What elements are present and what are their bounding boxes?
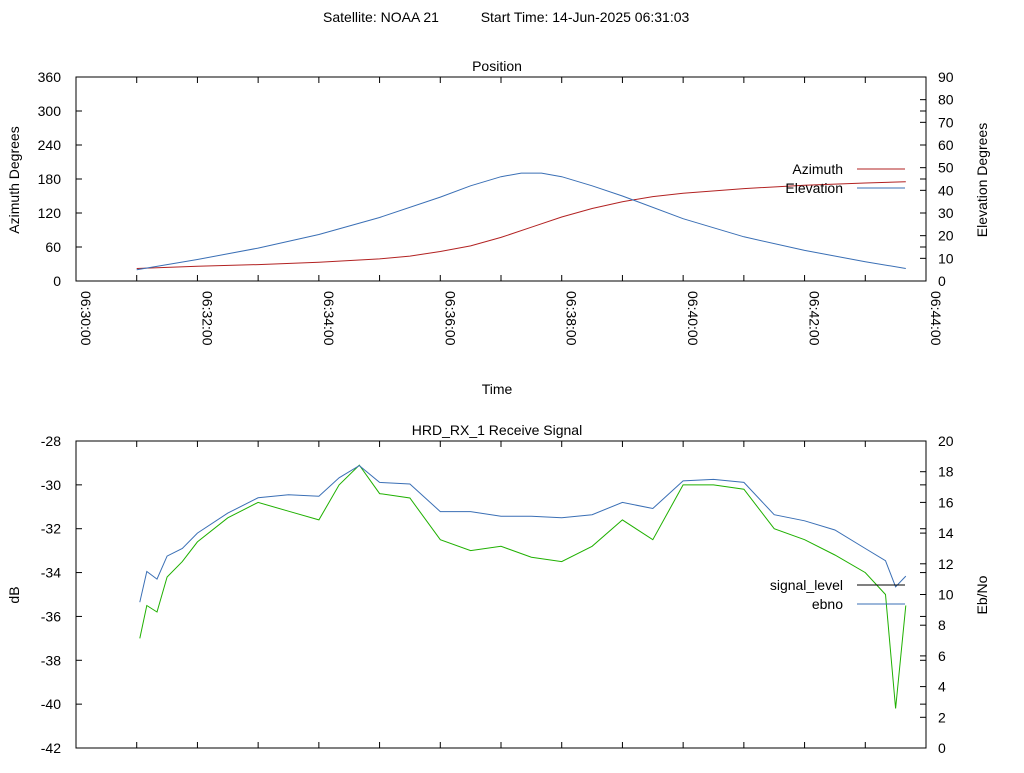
- series-line-ebno: [139, 464, 907, 603]
- y-right-tick-label: 0: [938, 273, 946, 289]
- y-left-tick-label: 120: [38, 205, 62, 221]
- x-tick-label: 06:34:00: [321, 291, 337, 346]
- satellite-label: Satellite: NOAA 21: [323, 9, 439, 25]
- x-tick-label: 06:32:00: [199, 291, 215, 346]
- y-right-tick-label: 70: [938, 114, 954, 130]
- signal-chart: HRD_RX_1 Receive Signal -28-30-32-34-36-…: [6, 422, 990, 756]
- position-chart: Position 0 60 120 180 240 300 360 0 10 20 30 40 50 6…: [6, 58, 990, 397]
- y-left-tick-label: 60: [45, 239, 61, 255]
- signal-plot-frame: [75, 440, 927, 749]
- y-left-tick-label: -32: [41, 521, 61, 537]
- y-right-tick-label: 2: [938, 709, 946, 725]
- signal-legend: signal_level ebno: [770, 577, 905, 612]
- position-title: Position: [472, 58, 522, 74]
- signal-y-right-label: Eb/No: [974, 575, 990, 614]
- position-y-right-ticks: 0 10 20 30 40 50 60 70 80 90: [920, 69, 954, 289]
- x-tick-label: 06:38:00: [564, 291, 580, 346]
- y-left-tick-label: 180: [38, 171, 62, 187]
- y-right-tick-label: 6: [938, 648, 946, 664]
- x-tick-label: 06:40:00: [685, 291, 701, 346]
- position-legend: Azimuth Elevation: [785, 161, 905, 196]
- y-right-tick-label: 60: [938, 137, 954, 153]
- y-right-tick-label: 16: [938, 494, 954, 510]
- y-left-tick-label: -38: [41, 652, 61, 668]
- signal-series: [139, 464, 907, 709]
- y-right-tick-label: 50: [938, 160, 954, 176]
- position-y-left-label: Azimuth Degrees: [6, 126, 22, 233]
- start-time-label: Start Time: 14-Jun-2025 06:31:03: [481, 9, 690, 25]
- y-right-tick-label: 40: [938, 182, 954, 198]
- legend-ebno-label: ebno: [812, 596, 843, 612]
- series-line-signal-level: [139, 464, 907, 709]
- legend-signal-level-label: signal_level: [770, 577, 843, 593]
- y-right-tick-label: 10: [938, 250, 954, 266]
- position-series: [136, 172, 906, 271]
- signal-y-left-label: dB: [6, 586, 22, 603]
- y-left-tick-label: 0: [53, 273, 61, 289]
- legend-elevation-label: Elevation: [785, 180, 843, 196]
- y-left-tick-label: 300: [38, 103, 62, 119]
- y-left-tick-label: 240: [38, 137, 62, 153]
- y-right-tick-label: 20: [938, 228, 954, 244]
- signal-y-right-ticks: 0 2 4 6 8 10 12 14 16 18 20: [920, 433, 954, 756]
- x-tick-label: 06:36:00: [442, 291, 458, 346]
- y-right-tick-label: 18: [938, 464, 954, 480]
- y-left-tick-label: -28: [41, 433, 61, 449]
- y-left-tick-label: -36: [41, 608, 61, 624]
- y-right-tick-label: 4: [938, 679, 946, 695]
- y-right-tick-label: 0: [938, 740, 946, 756]
- position-plot-frame: [75, 76, 927, 282]
- y-right-tick-label: 8: [938, 617, 946, 633]
- y-left-tick-label: -42: [41, 740, 61, 756]
- series-line-elevation: [136, 172, 906, 271]
- y-right-tick-label: 14: [938, 525, 954, 541]
- y-left-tick-label: 360: [38, 69, 62, 85]
- y-left-tick-label: -40: [41, 696, 61, 712]
- y-left-tick-label: -30: [41, 477, 61, 493]
- x-tick-label: 06:30:00: [78, 291, 94, 346]
- y-right-tick-label: 80: [938, 92, 954, 108]
- y-right-tick-label: 12: [938, 556, 954, 572]
- y-right-tick-label: 20: [938, 433, 954, 449]
- series-line-azimuth: [136, 181, 906, 269]
- signal-y-left-ticks: -28 -30 -32 -34 -36 -38 -40 -42: [41, 433, 926, 756]
- y-right-tick-label: 90: [938, 69, 954, 85]
- signal-x-ticks: [75, 441, 927, 748]
- position-x-label: Time: [482, 381, 513, 397]
- position-y-left-ticks: 0 60 120 180 240 300 360: [38, 69, 926, 289]
- y-left-tick-label: -34: [41, 565, 61, 581]
- x-tick-label: 06:44:00: [928, 291, 944, 346]
- x-tick-label: 06:42:00: [807, 291, 823, 346]
- position-y-right-label: Elevation Degrees: [974, 123, 990, 237]
- y-right-tick-label: 30: [938, 205, 954, 221]
- legend-azimuth-label: Azimuth: [792, 161, 843, 177]
- signal-title: HRD_RX_1 Receive Signal: [412, 422, 582, 438]
- position-x-ticks: 06:30:00 06:32:00 06:34:00 06:36:00 06:38:00…: [75, 77, 944, 346]
- y-right-tick-label: 10: [938, 587, 954, 603]
